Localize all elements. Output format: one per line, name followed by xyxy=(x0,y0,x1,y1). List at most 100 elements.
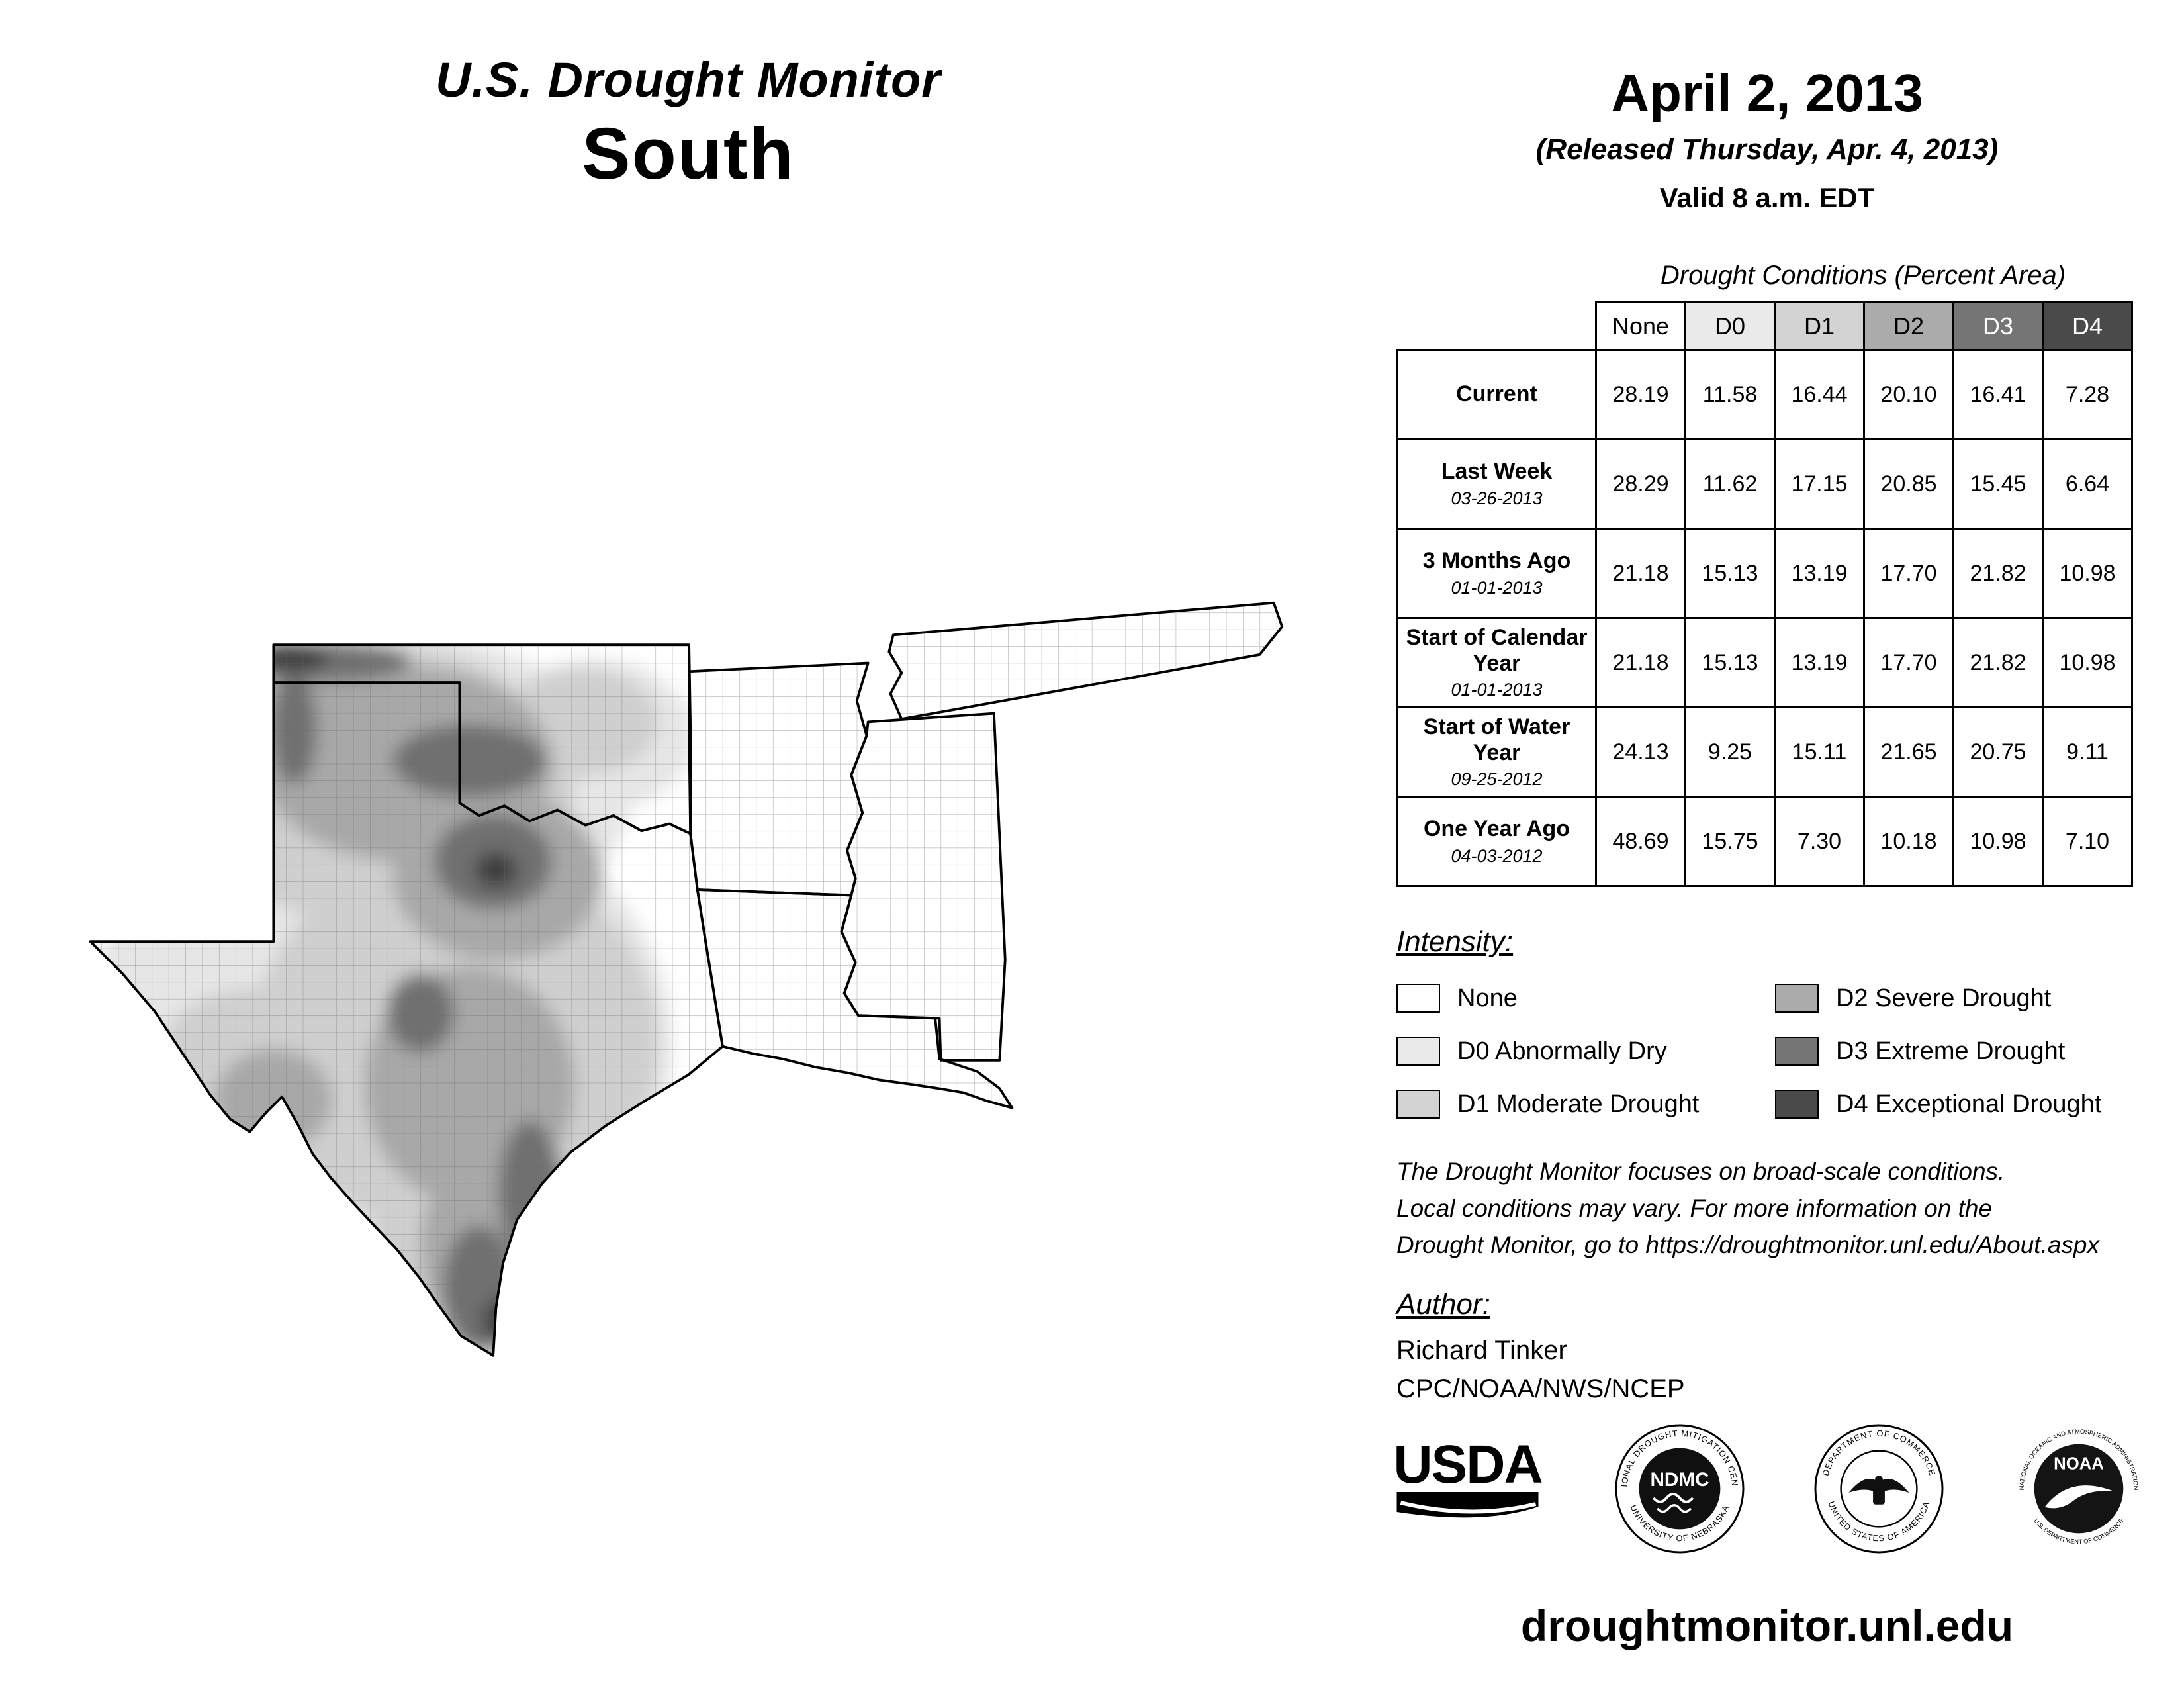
author-name: Richard Tinker xyxy=(1396,1336,1567,1365)
value-cell: 17.70 xyxy=(1863,528,1954,619)
legend-item: D3 Extreme Drought xyxy=(1775,1025,2151,1078)
value-cell: 21.82 xyxy=(1952,528,2044,619)
legend-label: None xyxy=(1457,984,1518,1012)
legend-swatch xyxy=(1396,1090,1440,1119)
row-date: 04-03-2012 xyxy=(1451,845,1543,866)
value-cell: 15.13 xyxy=(1684,528,1776,619)
row-label: Start of Water Year xyxy=(1423,714,1570,765)
doc-eagle-icon xyxy=(1848,1476,1909,1505)
site-url: droughtmonitor.unl.edu xyxy=(1520,1601,2014,1650)
legend-swatch xyxy=(1396,984,1440,1013)
row-header: Last Week 03-26-2013 xyxy=(1396,438,1597,530)
row-header: 3 Months Ago 01-01-2013 xyxy=(1396,528,1597,619)
value-cell: 21.65 xyxy=(1863,706,1954,798)
intensity-heading: Intensity: xyxy=(1396,925,1514,958)
noaa-bird-icon xyxy=(2044,1485,2115,1509)
noaa-logo: NATIONAL OCEANIC AND ATMOSPHERIC ADMINIS… xyxy=(2015,1425,2142,1553)
ndmc-wordmark: NDMC xyxy=(1650,1469,1709,1491)
row-date: 01-01-2013 xyxy=(1451,680,1543,700)
value-cell: 7.10 xyxy=(2042,796,2133,887)
table-corner-cell xyxy=(1398,303,1596,350)
value-cell: 11.58 xyxy=(1684,349,1776,440)
legend-swatch xyxy=(1396,1037,1440,1066)
value-cell: 17.70 xyxy=(1863,617,1954,708)
value-cell: 6.64 xyxy=(2042,438,2133,530)
author-heading: Author: xyxy=(1396,1288,1490,1321)
table-row: Last Week 03-26-2013 28.29 11.62 17.15 20.85 1… xyxy=(1396,438,2133,530)
table-row: Start of Calendar Year 01-01-2013 21.18 15.… xyxy=(1396,617,2133,708)
date-block: April 2, 2013 (Released Thursday, Apr. 4… xyxy=(1377,63,2158,214)
table-caption: Drought Conditions (Percent Area) xyxy=(1660,261,2066,290)
county-lines-overlay xyxy=(90,602,1283,1356)
row-label: One Year Ago xyxy=(1423,816,1570,842)
value-cell: 15.75 xyxy=(1684,796,1776,887)
table-row: 3 Months Ago 01-01-2013 21.18 15.13 13.19 17.… xyxy=(1396,528,2133,619)
doc-logo: DEPARTMENT OF COMMERCE UNITED STATES OF … xyxy=(1814,1424,1944,1554)
value-cell: 13.19 xyxy=(1774,528,1865,619)
legend-swatch xyxy=(1775,1037,1819,1066)
ndmc-wave-icon xyxy=(1652,1492,1694,1503)
row-label: Start of Calendar Year xyxy=(1406,624,1588,676)
value-cell: 7.30 xyxy=(1774,796,1865,887)
logo-row: USDA NATIONAL DROUGHT MITIGATION CENTER … xyxy=(1390,1423,2144,1554)
value-cell: 48.69 xyxy=(1595,796,1686,887)
drought-conditions-table: None D0 D1 D2 D3 D4 Current 28.19 11.58 16.44 20.… xyxy=(1396,301,2133,887)
row-header: Start of Calendar Year 01-01-2013 xyxy=(1396,617,1597,708)
ndmc-logo: NATIONAL DROUGHT MITIGATION CENTER UNIVE… xyxy=(1615,1424,1745,1554)
value-cell: 24.13 xyxy=(1595,706,1686,798)
value-cell: 16.41 xyxy=(1952,349,2044,440)
value-cell: 17.15 xyxy=(1774,438,1865,530)
value-cell: 21.82 xyxy=(1952,617,2044,708)
value-cell: 10.98 xyxy=(1952,796,2044,887)
map-container xyxy=(85,596,1316,1397)
row-header: One Year Ago 04-03-2012 xyxy=(1396,796,1597,887)
column-header-d0: D0 xyxy=(1684,301,1776,351)
legend-item: D0 Abnormally Dry xyxy=(1396,1025,1775,1078)
value-cell: 20.85 xyxy=(1863,438,1954,530)
row-header: Start of Water Year 09-25-2012 xyxy=(1396,706,1597,798)
disclaimer-line: Drought Monitor, go to https://droughtmo… xyxy=(1396,1231,2099,1258)
column-header-none: None xyxy=(1595,301,1686,351)
row-header: Current xyxy=(1396,349,1597,440)
value-cell: 11.62 xyxy=(1684,438,1776,530)
legend-item: None xyxy=(1396,972,1775,1025)
usda-swoosh-line xyxy=(1400,1501,1537,1514)
disclaimer-line: Local conditions may vary. For more info… xyxy=(1396,1194,1993,1222)
value-cell: 10.98 xyxy=(2042,617,2133,708)
legend-label: D2 Severe Drought xyxy=(1836,984,2052,1012)
report-title: U.S. Drought Monitor xyxy=(435,52,941,107)
report-date: April 2, 2013 xyxy=(1611,64,1923,122)
value-cell: 7.28 xyxy=(2042,349,2133,440)
value-cell: 28.29 xyxy=(1595,438,1686,530)
table-row: Start of Water Year 09-25-2012 24.13 9.25 15… xyxy=(1396,706,2133,798)
value-cell: 21.18 xyxy=(1595,528,1686,619)
value-cell: 10.98 xyxy=(2042,528,2133,619)
row-label: Current xyxy=(1456,381,1537,407)
released-date: (Released Thursday, Apr. 4, 2013) xyxy=(1535,133,1999,165)
disclaimer: The Drought Monitor focuses on broad-sca… xyxy=(1396,1153,2099,1264)
usda-logo: USDA xyxy=(1393,1434,1543,1518)
value-cell: 20.10 xyxy=(1863,349,1954,440)
value-cell: 15.13 xyxy=(1684,617,1776,708)
title-block: U.S. Drought Monitor South xyxy=(192,52,1185,196)
legend-item: D1 Moderate Drought xyxy=(1396,1078,1775,1131)
usda-wordmark: USDA xyxy=(1393,1434,1542,1495)
column-header-d1: D1 xyxy=(1774,301,1865,351)
value-cell: 10.18 xyxy=(1863,796,1954,887)
ndmc-wave-icon xyxy=(1656,1504,1692,1513)
value-cell: 13.19 xyxy=(1774,617,1865,708)
author-org: CPC/NOAA/NWS/NCEP xyxy=(1396,1374,1685,1403)
value-cell: 15.45 xyxy=(1952,438,2044,530)
disclaimer-line: The Drought Monitor focuses on broad-sca… xyxy=(1396,1158,2005,1185)
row-label: Last Week xyxy=(1441,459,1553,485)
legend-label: D4 Exceptional Drought xyxy=(1836,1090,2102,1118)
legend-swatch xyxy=(1775,984,1819,1013)
legend-label: D1 Moderate Drought xyxy=(1457,1090,1700,1118)
table-header-row: None D0 D1 D2 D3 D4 xyxy=(1398,301,2133,351)
row-label: 3 Months Ago xyxy=(1422,548,1571,574)
valid-time: Valid 8 a.m. EDT xyxy=(1659,182,1875,213)
row-date: 03-26-2013 xyxy=(1451,488,1543,508)
legend-swatch xyxy=(1775,1090,1819,1119)
table-row: Current 28.19 11.58 16.44 20.10 16.41 7.28 xyxy=(1396,349,2133,440)
